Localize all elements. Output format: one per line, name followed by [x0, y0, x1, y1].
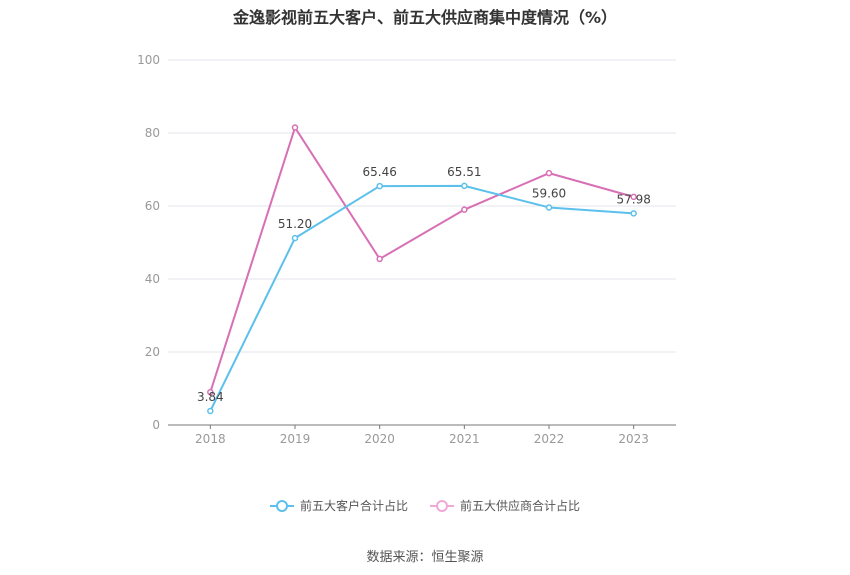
data-point-series-1: [545, 169, 553, 177]
legend-label-customers: 前五大客户合计占比: [299, 499, 408, 513]
data-label: 51.20: [278, 217, 312, 231]
legend: 前五大客户合计占比 前五大供应商合计占比: [0, 497, 850, 514]
data-label: 65.46: [362, 165, 396, 179]
data-point-series-1: [207, 388, 214, 396]
x-tick-label: 2019: [280, 432, 311, 446]
x-tick-label: 2022: [534, 432, 565, 446]
data-point-series-0: [291, 234, 299, 242]
data-point-series-0: [630, 210, 637, 217]
y-tick-label: 20: [145, 345, 160, 359]
data-label: 59.60: [532, 186, 566, 200]
series-line-0: [209, 184, 634, 412]
legend-marker-suppliers-icon: [430, 499, 454, 513]
data-point-series-0: [545, 204, 553, 211]
data-point-series-1: [291, 124, 299, 131]
y-tick-label: 100: [137, 53, 160, 67]
y-tick-label: 0: [152, 418, 160, 432]
series-line-1: [209, 126, 634, 393]
x-tick-label: 2020: [364, 432, 395, 446]
data-point-series-1: [461, 206, 468, 213]
data-label: 65.51: [447, 165, 481, 179]
y-tick-label: 40: [145, 272, 160, 286]
x-tick-label: 2023: [618, 432, 649, 446]
x-tick-label: 2021: [449, 432, 480, 446]
data-point-series-1: [376, 255, 383, 263]
y-tick-label: 60: [145, 199, 160, 213]
data-point-series-1: [630, 193, 637, 201]
data-point-series-0: [461, 182, 468, 190]
y-tick-label: 80: [145, 126, 160, 140]
data-point-series-0: [376, 182, 383, 190]
legend-marker-customers-icon: [269, 499, 294, 513]
data-point-series-0: [207, 407, 214, 415]
legend-label-suppliers: 前五大供应商合计占比: [460, 499, 581, 513]
data-source: 数据来源：恒生聚源: [366, 550, 484, 565]
x-tick-label: 2018: [195, 432, 226, 446]
chart-title: 金逸影视前五大客户、前五大供应商集中度情况（%）: [232, 8, 618, 27]
legend-item-customers[interactable]: 前五大客户合计占比: [269, 497, 408, 514]
data-label: 57.98: [616, 192, 650, 206]
data-label: 3.84: [197, 390, 224, 404]
legend-item-suppliers[interactable]: 前五大供应商合计占比: [430, 497, 580, 514]
